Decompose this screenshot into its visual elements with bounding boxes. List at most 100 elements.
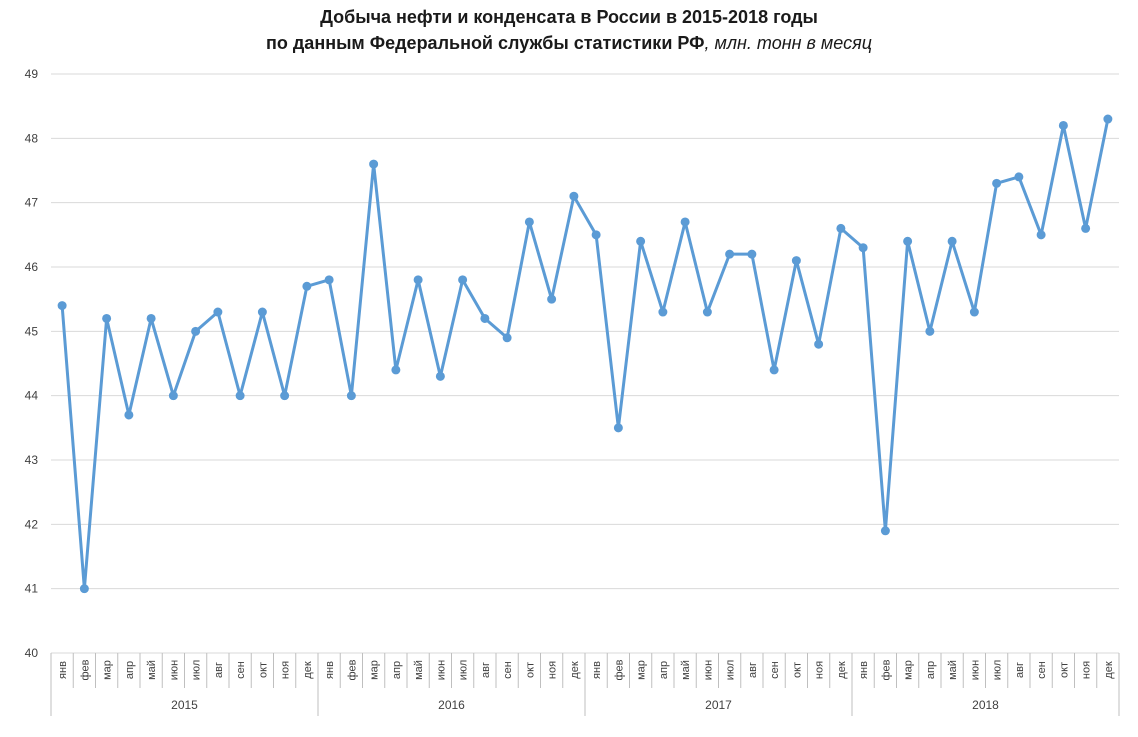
- x-tick-label-июл: июл: [458, 660, 470, 681]
- data-point: [235, 391, 245, 401]
- x-tick-label-окт: окт: [257, 662, 269, 678]
- data-point: [613, 423, 623, 433]
- data-point: [502, 333, 512, 343]
- x-tick-label-янв: янв: [57, 661, 69, 679]
- x-tick-label-май: май: [413, 660, 425, 680]
- y-axis-labels: 40 41 42 43 44 45 46 47 48 49: [25, 67, 39, 660]
- x-tick-label-дек: дек: [1103, 661, 1115, 679]
- year-label-2016: 2016: [438, 698, 465, 712]
- x-tick-label-апр: апр: [658, 661, 670, 679]
- data-point: [480, 313, 490, 323]
- x-axis-labels: янв фев мар апр май июн июл авг сен окт ноя дек янв ф…: [57, 659, 1115, 712]
- data-point: [658, 307, 668, 317]
- data-point: [947, 236, 957, 246]
- chart-unit: , млн. тонн в месяц: [704, 33, 872, 53]
- x-tick-label-мар: мар: [369, 660, 381, 680]
- x-tick-label-дек: дек: [836, 661, 848, 679]
- data-point: [702, 307, 712, 317]
- x-tick-label-ноя: ноя: [547, 661, 559, 679]
- data-point: [880, 526, 890, 536]
- x-tick-label-май: май: [146, 660, 158, 680]
- data-point: [79, 584, 89, 594]
- data-point: [391, 365, 401, 375]
- data-point: [636, 236, 646, 246]
- y-tick-label-42: 42: [25, 517, 39, 531]
- data-point: [547, 294, 557, 304]
- data-point: [791, 256, 801, 266]
- y-tick-label-46: 46: [25, 260, 39, 274]
- data-point: [413, 275, 423, 285]
- x-tick-label-дек: дек: [569, 661, 581, 679]
- y-tick-label-47: 47: [25, 196, 39, 210]
- x-tick-label-сен: сен: [1036, 661, 1048, 679]
- data-point: [191, 326, 201, 336]
- data-point: [57, 301, 67, 311]
- x-tick-label-ноя: ноя: [814, 661, 826, 679]
- data-point: [102, 313, 112, 323]
- x-tick-label-фев: фев: [346, 659, 358, 680]
- chart-title: Добыча нефти и конденсата в России в 201…: [320, 7, 818, 27]
- x-tick-label-фев: фев: [79, 659, 91, 680]
- year-label-2017: 2017: [705, 698, 732, 712]
- x-tick-label-июл: июл: [191, 660, 203, 681]
- x-tick-label-май: май: [947, 660, 959, 680]
- x-tick-label-июн: июн: [168, 660, 180, 680]
- y-tick-label-44: 44: [25, 389, 39, 403]
- x-tick-label-июн: июн: [702, 660, 714, 680]
- data-point: [1081, 223, 1091, 233]
- data-point: [1058, 120, 1068, 130]
- data-point: [858, 243, 868, 253]
- gridlines: [51, 73, 1119, 654]
- data-point: [213, 307, 223, 317]
- category-axis: [50, 653, 1120, 716]
- x-tick-label-фев: фев: [880, 659, 892, 680]
- x-tick-label-июн: июн: [435, 660, 447, 680]
- y-tick-label-41: 41: [25, 582, 39, 596]
- x-tick-label-окт: окт: [1058, 662, 1070, 678]
- y-tick-label-45: 45: [25, 324, 39, 338]
- chart-subtitle-line: по данным Федеральной службы статистики …: [0, 30, 1138, 56]
- x-tick-label-июн: июн: [969, 660, 981, 680]
- chart-title-block: Добыча нефти и конденсата в России в 201…: [0, 4, 1138, 56]
- x-tick-label-май: май: [680, 660, 692, 680]
- data-point: [1014, 172, 1024, 182]
- x-tick-label-апр: апр: [925, 661, 937, 679]
- series-line: [60, 117, 1110, 591]
- y-tick-label-40: 40: [25, 646, 39, 660]
- data-point: [324, 275, 334, 285]
- data-point: [369, 159, 379, 169]
- y-tick-label-48: 48: [25, 131, 39, 145]
- x-tick-label-дек: дек: [302, 661, 314, 679]
- x-tick-label-сен: сен: [235, 661, 247, 679]
- data-point: [836, 223, 846, 233]
- x-tick-label-янв: янв: [591, 661, 603, 679]
- x-tick-label-авг: авг: [480, 662, 492, 678]
- data-point: [524, 217, 534, 227]
- data-point: [569, 191, 579, 201]
- x-tick-label-ноя: ноя: [280, 661, 292, 679]
- data-point: [591, 230, 601, 240]
- data-point: [747, 249, 757, 259]
- x-tick-label-авг: авг: [1014, 662, 1026, 678]
- x-tick-label-апр: апр: [391, 661, 403, 679]
- x-tick-label-авг: авг: [747, 662, 759, 678]
- x-tick-label-фев: фев: [613, 659, 625, 680]
- data-point: [992, 178, 1002, 188]
- series-group: [57, 114, 1113, 594]
- x-tick-label-ноя: ноя: [1081, 661, 1093, 679]
- data-point: [680, 217, 690, 227]
- data-point: [302, 281, 312, 291]
- x-tick-label-сен: сен: [502, 661, 514, 679]
- x-tick-label-апр: апр: [124, 661, 136, 679]
- data-point: [346, 391, 356, 401]
- data-point: [168, 391, 178, 401]
- x-tick-label-авг: авг: [213, 662, 225, 678]
- x-tick-label-янв: янв: [324, 661, 336, 679]
- data-point: [146, 313, 156, 323]
- data-point: [725, 249, 735, 259]
- x-tick-label-мар: мар: [636, 660, 648, 680]
- x-tick-label-июл: июл: [725, 660, 737, 681]
- year-label-2018: 2018: [972, 698, 999, 712]
- x-tick-label-сен: сен: [769, 661, 781, 679]
